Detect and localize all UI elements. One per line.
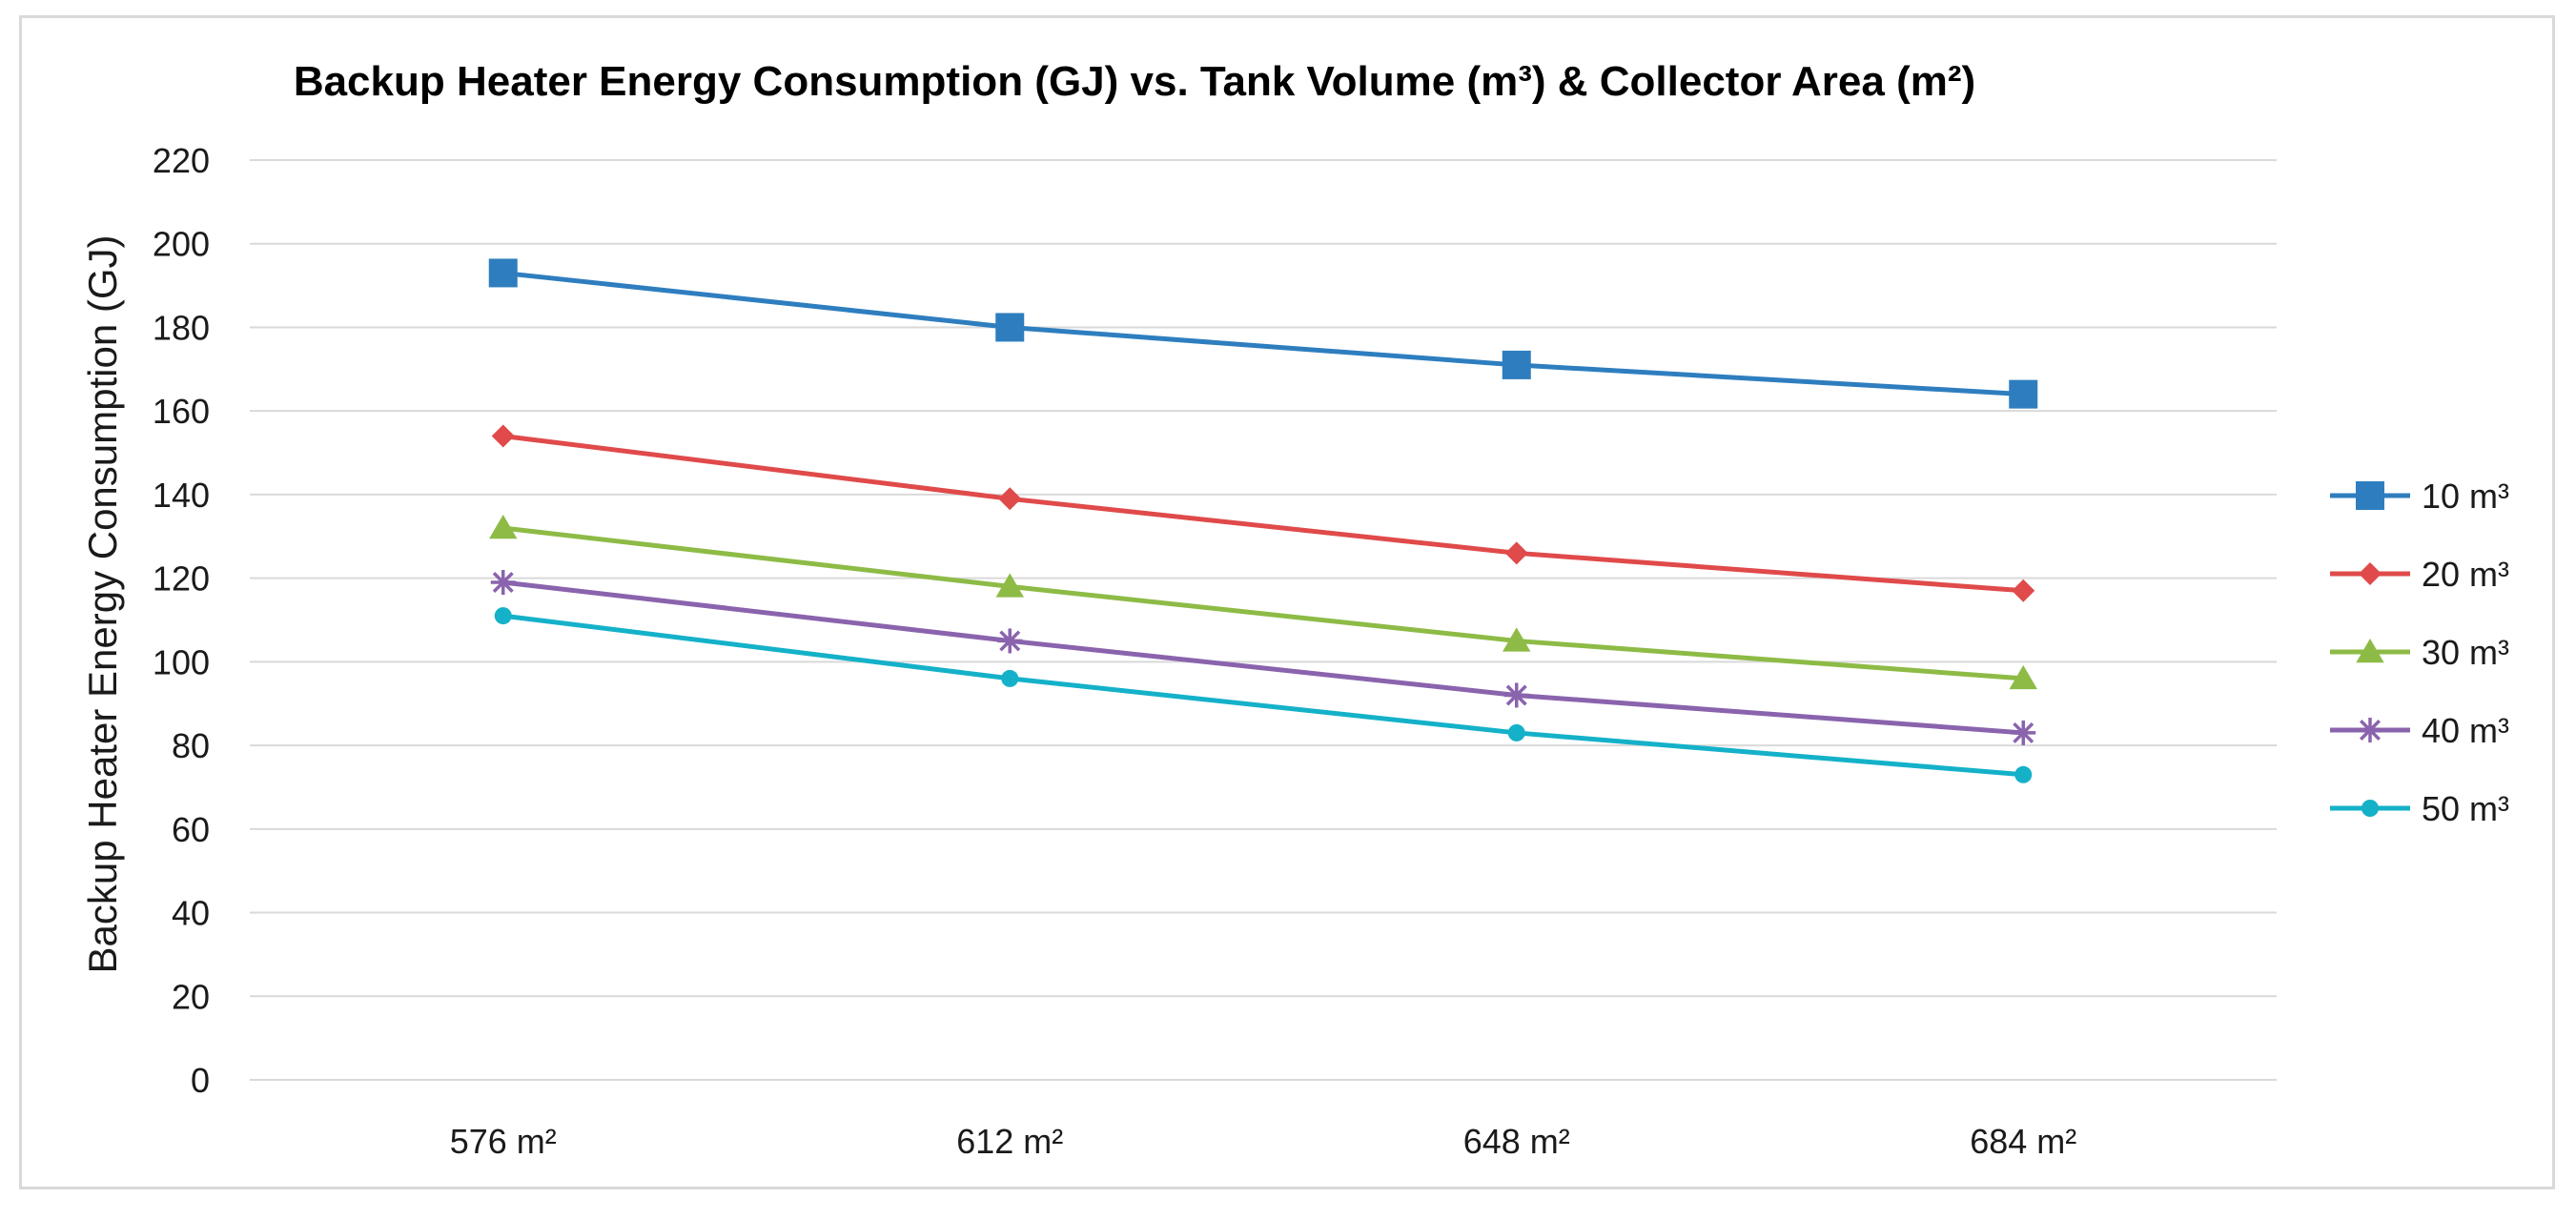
y-axis-ticks: 0 20 40 60 80 100 120 140 160 180 200 220 [153, 141, 210, 1100]
series-1 [491, 424, 2035, 602]
data-point [488, 258, 518, 288]
series-line [502, 525, 2024, 681]
y-tick-label: 100 [153, 642, 210, 681]
legend-item: 30 m³ [2330, 633, 2509, 672]
series-layer [488, 258, 2038, 783]
gridlines [250, 159, 2277, 1081]
y-axis-label: Backup Heater Energy Consumption (GJ) [80, 234, 125, 973]
series-3 [490, 570, 2036, 745]
y-tick-label: 0 [191, 1061, 210, 1100]
legend-label: 20 m³ [2422, 555, 2509, 594]
legend-item: 10 m³ [2330, 477, 2509, 516]
chart-title: Backup Heater Energy Consumption (GJ) vs… [294, 58, 1975, 105]
data-point [1503, 682, 1529, 708]
data-point [1504, 541, 1528, 565]
series-line [502, 270, 2024, 397]
data-point [2009, 664, 2037, 690]
data-point [995, 573, 1024, 598]
data-point [1503, 627, 1531, 652]
data-point [1507, 723, 1525, 742]
data-point [998, 487, 1022, 511]
y-tick-label: 220 [153, 141, 210, 180]
legend-item: 50 m³ [2330, 789, 2509, 828]
series-2 [489, 515, 2037, 690]
y-tick-label: 40 [172, 894, 210, 933]
y-tick-label: 20 [172, 977, 210, 1016]
data-point [997, 628, 1023, 654]
y-tick-label: 160 [153, 392, 210, 431]
chart-frame [19, 15, 2555, 1189]
series-line [502, 434, 2024, 594]
data-point [491, 424, 515, 448]
data-point [2011, 720, 2036, 745]
legend-label: 30 m³ [2422, 633, 2509, 672]
legend-marker [2361, 800, 2379, 817]
legend-item: 40 m³ [2330, 711, 2509, 750]
x-tick-label: 648 m² [1463, 1122, 1570, 1161]
y-tick-label: 120 [153, 559, 210, 599]
data-point [1502, 350, 1531, 379]
data-point [490, 570, 516, 596]
legend-marker [2356, 639, 2384, 663]
y-tick-label: 140 [153, 476, 210, 515]
legend-label: 40 m³ [2422, 711, 2509, 750]
data-point [2014, 765, 2033, 783]
legend-marker [2356, 481, 2384, 510]
legend-label: 50 m³ [2422, 789, 2509, 828]
data-point [2009, 379, 2038, 409]
legend-label: 10 m³ [2422, 477, 2509, 516]
y-tick-label: 80 [172, 726, 210, 765]
data-point [1001, 669, 1019, 687]
y-tick-label: 200 [153, 225, 210, 264]
legend-item: 20 m³ [2330, 555, 2509, 594]
series-line [502, 613, 2024, 778]
series-0 [488, 258, 2038, 409]
x-tick-label: 612 m² [956, 1122, 1063, 1161]
data-point [995, 313, 1025, 342]
x-tick-label: 684 m² [1970, 1122, 2076, 1161]
x-axis-ticks: 576 m² 612 m² 648 m² 684 m² [450, 1122, 2077, 1161]
legend-marker [2358, 718, 2382, 742]
x-tick-label: 576 m² [450, 1122, 557, 1161]
series-4 [494, 607, 2033, 783]
legend-marker [2359, 562, 2382, 585]
y-tick-label: 180 [153, 308, 210, 347]
data-point [2012, 579, 2035, 602]
y-tick-label: 60 [172, 810, 210, 849]
data-point [489, 515, 518, 539]
legend: 10 m³ 20 m³ 30 m³ 40 m³ 50 m³ [2330, 477, 2509, 828]
data-point [494, 607, 512, 625]
series-line [502, 579, 2024, 736]
